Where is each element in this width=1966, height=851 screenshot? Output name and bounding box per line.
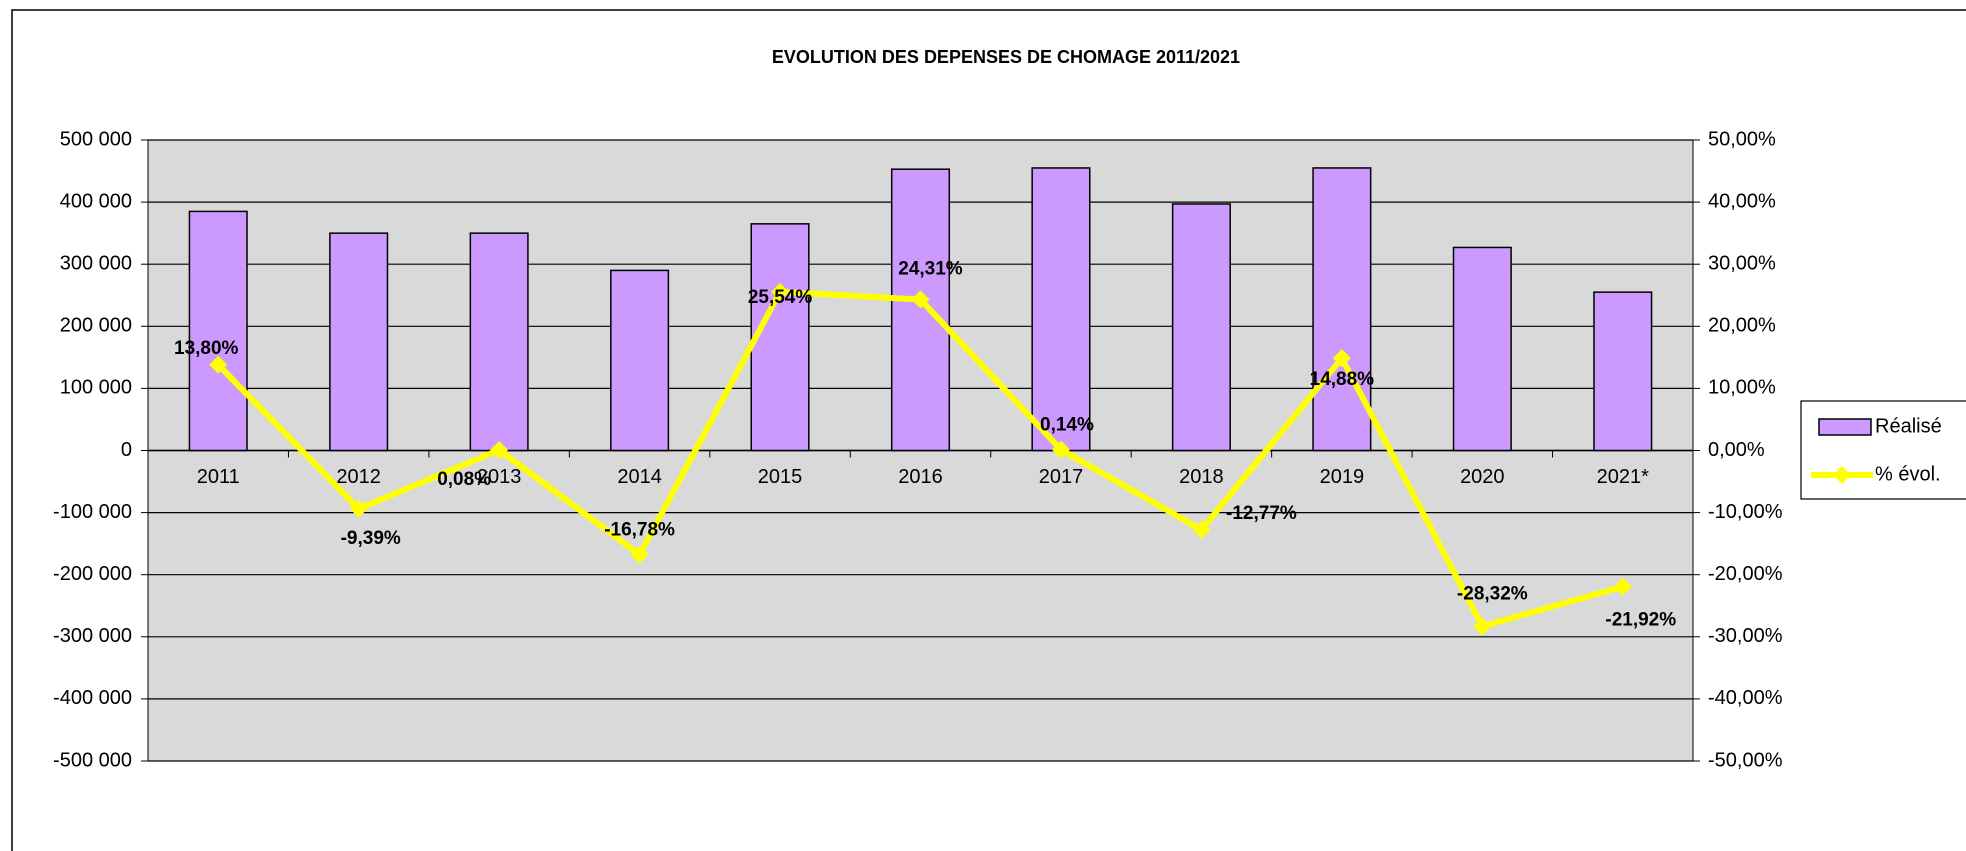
- y-tick-label: 0: [121, 439, 132, 461]
- x-tick-label: 2012: [336, 466, 381, 488]
- bar: [890, 168, 951, 452]
- marker: [1051, 440, 1070, 459]
- bar: [750, 223, 810, 452]
- x-tick-label: 2018: [1179, 466, 1224, 488]
- legend-marker: [1833, 466, 1851, 484]
- marker: [1192, 520, 1211, 539]
- x-tick-label: 2013: [477, 466, 522, 488]
- bar: [1312, 167, 1372, 452]
- bar: [610, 269, 670, 452]
- bar: [1031, 167, 1091, 452]
- y2-tick-label: -50,00%: [1708, 749, 1783, 771]
- y-tick-label: 300 000: [60, 252, 132, 274]
- data-label: -16,78%: [604, 520, 675, 541]
- x-tick-label: 2014: [617, 466, 662, 488]
- legend-box: [1800, 400, 1966, 500]
- marker: [209, 355, 228, 374]
- data-label: -28,32%: [1457, 583, 1528, 604]
- marker: [911, 290, 930, 309]
- y-tick-label: 100 000: [60, 377, 132, 399]
- y2-tick-label: 0,00%: [1708, 439, 1765, 461]
- data-label: -12,77%: [1226, 503, 1297, 524]
- bar: [329, 232, 389, 452]
- y-tick-label: 500 000: [60, 128, 132, 150]
- y-tick-label: -200 000: [53, 563, 132, 585]
- y-tick-label: -100 000: [53, 501, 132, 523]
- y-tick-label: -400 000: [53, 687, 132, 709]
- y-tick-label: 400 000: [60, 190, 132, 212]
- data-label: 13,80%: [174, 338, 239, 359]
- data-label: 0,08%: [437, 469, 491, 490]
- marker: [490, 441, 509, 460]
- y2-tick-label: -20,00%: [1708, 563, 1783, 585]
- y2-tick-label: -30,00%: [1708, 625, 1783, 647]
- x-tick-label: 2020: [1460, 466, 1505, 488]
- x-tick-label: 2011: [197, 466, 240, 488]
- bar: [1171, 203, 1231, 452]
- y2-tick-label: -40,00%: [1708, 687, 1783, 709]
- x-tick-label: 2019: [1320, 466, 1365, 488]
- chart-title: EVOLUTION DES DEPENSES DE CHOMAGE 2011/2…: [772, 47, 1240, 67]
- legend-label: % évol.: [1875, 463, 1941, 485]
- y2-tick-label: 20,00%: [1708, 315, 1776, 337]
- data-label: 14,88%: [1310, 369, 1375, 390]
- marker: [1473, 617, 1492, 636]
- data-label: 24,31%: [898, 259, 963, 280]
- x-tick-label: 2021*: [1597, 466, 1649, 488]
- marker: [1332, 349, 1351, 368]
- bar: [469, 232, 529, 452]
- y2-tick-label: 10,00%: [1708, 377, 1776, 399]
- data-label: -9,39%: [341, 528, 401, 549]
- marker: [630, 545, 649, 564]
- legend-label: Réalisé: [1875, 415, 1942, 437]
- legend-swatch: [1818, 418, 1872, 436]
- x-tick-label: 2015: [758, 466, 803, 488]
- bar: [1452, 246, 1512, 452]
- marker: [771, 282, 790, 301]
- data-label: -21,92%: [1605, 610, 1676, 631]
- data-label: 25,54%: [748, 287, 813, 308]
- data-label: 0,14%: [1040, 415, 1094, 436]
- marker: [1613, 577, 1632, 596]
- x-tick-label: 2017: [1039, 466, 1084, 488]
- y2-tick-label: 40,00%: [1708, 190, 1776, 212]
- bar: [1593, 291, 1653, 452]
- y2-tick-label: 30,00%: [1708, 252, 1776, 274]
- y2-tick-label: -10,00%: [1708, 501, 1783, 523]
- y2-tick-label: 50,00%: [1708, 128, 1776, 150]
- y-tick-label: 200 000: [60, 315, 132, 337]
- x-tick-label: 2016: [898, 466, 943, 488]
- y-tick-label: -500 000: [53, 749, 132, 771]
- y-tick-label: -300 000: [53, 625, 132, 647]
- marker: [349, 499, 368, 518]
- bar: [188, 210, 248, 452]
